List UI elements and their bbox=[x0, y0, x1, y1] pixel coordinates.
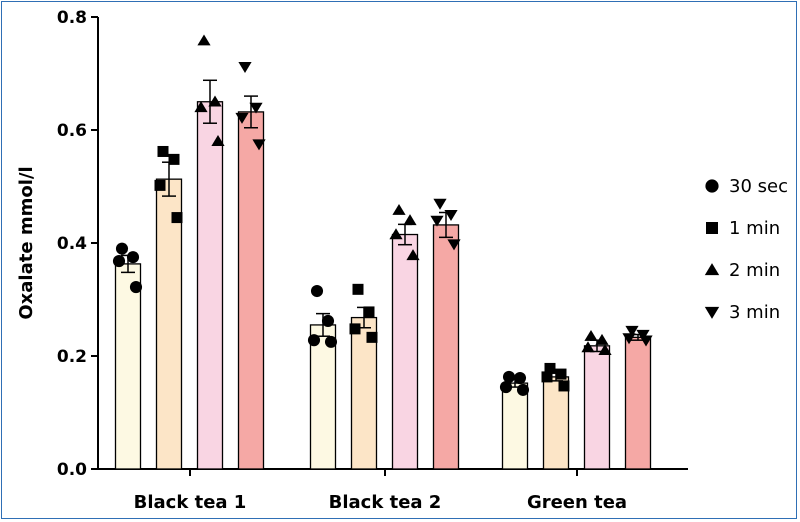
bar bbox=[501, 382, 529, 470]
legend-label: 3 min bbox=[729, 302, 780, 323]
data-point bbox=[352, 283, 364, 295]
data-point bbox=[324, 335, 338, 348]
data-point bbox=[403, 214, 417, 226]
data-point bbox=[430, 215, 444, 227]
bar bbox=[114, 263, 142, 470]
data-point bbox=[321, 314, 335, 328]
legend-marker bbox=[704, 306, 720, 319]
data-point bbox=[584, 329, 598, 341]
data-point bbox=[307, 334, 321, 347]
data-point bbox=[129, 281, 143, 294]
legend-marker bbox=[704, 263, 720, 276]
y-axis-title: Oxalate mmol/l bbox=[16, 166, 37, 319]
axes: 0.0 0.2 0.4 0.6 0.8 Black tea 1 Black tea 2 Gre… bbox=[57, 8, 688, 513]
legend-label: 2 min bbox=[729, 260, 780, 281]
data-point bbox=[252, 139, 266, 151]
data-point bbox=[112, 255, 126, 268]
data-point bbox=[208, 95, 222, 107]
data-point bbox=[499, 381, 513, 394]
data-point bbox=[555, 368, 567, 380]
data-point bbox=[168, 153, 180, 165]
data-points bbox=[112, 34, 653, 396]
legend: 30 sec 1 min 2 min 3 min bbox=[704, 176, 788, 323]
data-point bbox=[238, 62, 252, 73]
y-tick-label: 0.4 bbox=[57, 234, 87, 254]
bar bbox=[309, 324, 337, 470]
bar bbox=[624, 336, 652, 470]
y-tick-label: 0.6 bbox=[57, 121, 87, 141]
data-point bbox=[513, 371, 527, 385]
data-point bbox=[389, 228, 403, 240]
data-point bbox=[406, 249, 420, 261]
data-point bbox=[194, 101, 208, 113]
data-point bbox=[154, 179, 166, 191]
y-tick-label: 0.8 bbox=[57, 8, 87, 28]
data-point bbox=[211, 135, 225, 147]
data-point bbox=[392, 203, 406, 215]
data-point bbox=[197, 34, 211, 46]
data-point bbox=[502, 370, 516, 383]
bar bbox=[196, 101, 224, 470]
legend-label: 30 sec bbox=[729, 176, 788, 197]
data-point bbox=[126, 251, 140, 264]
data-point bbox=[622, 333, 636, 345]
data-point bbox=[349, 323, 361, 335]
data-point bbox=[516, 383, 530, 396]
data-point bbox=[235, 112, 249, 124]
bar bbox=[237, 111, 265, 470]
x-tick-label: Black tea 1 bbox=[134, 492, 247, 513]
data-point bbox=[171, 212, 183, 224]
bar bbox=[155, 178, 183, 470]
data-point bbox=[636, 329, 650, 341]
bar bbox=[432, 224, 460, 470]
legend-marker bbox=[705, 179, 719, 193]
data-point bbox=[639, 335, 653, 347]
legend-label: 1 min bbox=[729, 218, 780, 239]
legend-marker bbox=[706, 222, 718, 234]
data-point bbox=[447, 239, 461, 251]
bar bbox=[391, 233, 419, 470]
data-point bbox=[625, 325, 639, 337]
data-point bbox=[433, 198, 447, 210]
data-point bbox=[558, 380, 570, 392]
bars bbox=[114, 101, 652, 470]
data-point bbox=[581, 341, 595, 353]
x-tick-label: Black tea 2 bbox=[329, 492, 442, 513]
y-tick-label: 0.0 bbox=[57, 460, 87, 480]
y-tick-label: 0.2 bbox=[57, 347, 87, 367]
data-point bbox=[541, 371, 553, 383]
data-point bbox=[544, 362, 556, 374]
data-point bbox=[249, 102, 263, 114]
data-point bbox=[366, 331, 378, 343]
data-point bbox=[157, 145, 169, 157]
data-point bbox=[595, 333, 609, 345]
data-point bbox=[444, 210, 458, 222]
data-point bbox=[598, 344, 612, 356]
data-point bbox=[310, 284, 324, 298]
data-point bbox=[115, 242, 129, 255]
data-point bbox=[363, 306, 375, 318]
bar bbox=[583, 345, 611, 470]
x-tick-label: Green tea bbox=[527, 492, 627, 513]
